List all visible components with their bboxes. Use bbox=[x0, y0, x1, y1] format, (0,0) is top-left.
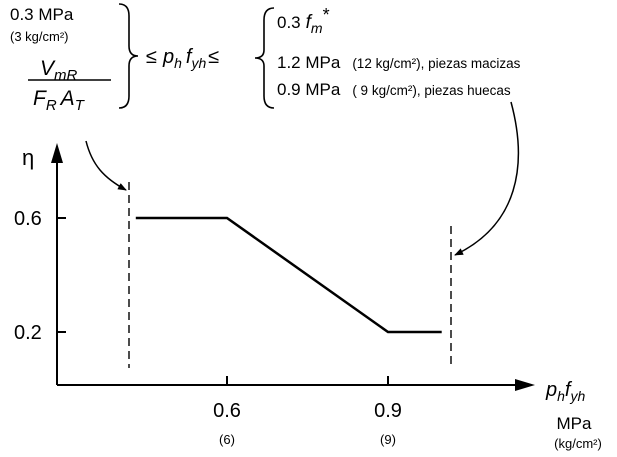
left-brace bbox=[254, 7, 275, 109]
x-tick-label: 0.9 bbox=[374, 400, 402, 422]
row1-f: f bbox=[306, 12, 313, 33]
num-v-sub: mR bbox=[54, 67, 77, 84]
lower-bound-kg: (3 kg/cm²) bbox=[10, 29, 69, 44]
x-tick-0.9: 0.9 (9) bbox=[374, 376, 402, 447]
mid-f-sub: yh bbox=[190, 55, 206, 71]
upper-bound-annotation: 0.3 fm* 1.2 MPa (12 kg/cm²), piezas maciza… bbox=[277, 5, 521, 99]
x-tick-sublabel: (9) bbox=[380, 432, 396, 447]
lower-bound-mpa: 0.3 MPa bbox=[10, 5, 74, 24]
x-label-f: f bbox=[565, 379, 573, 401]
y-tick-label: 0.6 bbox=[14, 208, 42, 230]
x-tick-sublabel: (6) bbox=[219, 432, 235, 447]
den-a: A bbox=[59, 87, 75, 110]
x-axis-arrow bbox=[515, 379, 535, 391]
lower-bound-annotation: 0.3 MPa (3 kg/cm²) VmR FR AT bbox=[10, 5, 111, 114]
row1-sup: * bbox=[323, 5, 330, 25]
middle-inequality: ≤ ph fyh ≤ bbox=[146, 46, 219, 71]
y-tick-0.2: 0.2 bbox=[14, 322, 66, 344]
leq-left: ≤ bbox=[146, 46, 157, 68]
y-tick-label: 0.2 bbox=[14, 322, 42, 344]
mid-p-sub: h bbox=[174, 55, 182, 71]
den-f-sub: R bbox=[46, 97, 57, 114]
x-label-p: p bbox=[545, 379, 557, 401]
upper-row-1: 0.3 fm* bbox=[277, 5, 330, 36]
x-axis-unit: MPa bbox=[557, 414, 593, 433]
row1-value: 0.3 bbox=[277, 13, 301, 32]
row2-value: 1.2 MPa bbox=[277, 53, 341, 72]
upper-row-2: 1.2 MPa (12 kg/cm²), piezas macizas bbox=[277, 53, 521, 72]
x-label-p-sub: h bbox=[557, 388, 565, 404]
row1-sub: m bbox=[311, 20, 323, 36]
upper-bound-arrow bbox=[454, 101, 520, 256]
fraction-denominator: FR AT bbox=[33, 87, 86, 114]
x-axis-label: phfyh bbox=[545, 379, 585, 404]
y-axis-arrow bbox=[51, 143, 63, 163]
den-f: F bbox=[33, 87, 47, 110]
row3-note: ( 9 kg/cm²), piezas huecas bbox=[352, 83, 511, 98]
den-a-sub: T bbox=[75, 97, 86, 114]
x-label-f-sub: yh bbox=[569, 388, 585, 404]
row2-note: (12 kg/cm²), piezas macizas bbox=[352, 56, 520, 71]
num-v: V bbox=[40, 57, 56, 80]
mid-p: p bbox=[162, 46, 174, 68]
y-tick-0.6: 0.6 bbox=[14, 208, 66, 230]
x-tick-0.6: 0.6 (6) bbox=[213, 376, 241, 447]
lower-bound-arrow bbox=[85, 140, 127, 191]
row3-value: 0.9 MPa bbox=[277, 80, 341, 99]
x-axis-unit-alt: (kg/cm²) bbox=[554, 436, 602, 451]
upper-row-3: 0.9 MPa ( 9 kg/cm²), piezas huecas bbox=[277, 80, 511, 99]
leq-right: ≤ bbox=[208, 46, 219, 68]
mid-f: f bbox=[186, 46, 194, 68]
y-axis-label: η bbox=[22, 145, 34, 170]
series-line bbox=[135, 216, 442, 334]
right-brace bbox=[118, 3, 139, 109]
x-tick-label: 0.6 bbox=[213, 400, 241, 422]
